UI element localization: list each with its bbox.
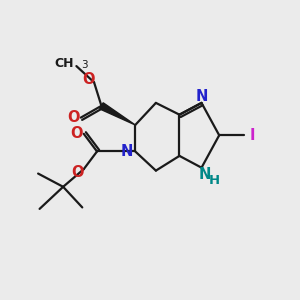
Text: O: O [70, 126, 82, 141]
Polygon shape [100, 103, 135, 125]
Text: N: N [195, 89, 208, 104]
Text: I: I [250, 128, 256, 143]
Text: CH: CH [54, 57, 74, 70]
Text: O: O [82, 72, 94, 87]
Text: O: O [71, 165, 83, 180]
Text: O: O [67, 110, 80, 125]
Text: N: N [198, 167, 211, 182]
Text: 3: 3 [81, 61, 87, 70]
Text: H: H [209, 173, 220, 187]
Text: N: N [120, 144, 133, 159]
